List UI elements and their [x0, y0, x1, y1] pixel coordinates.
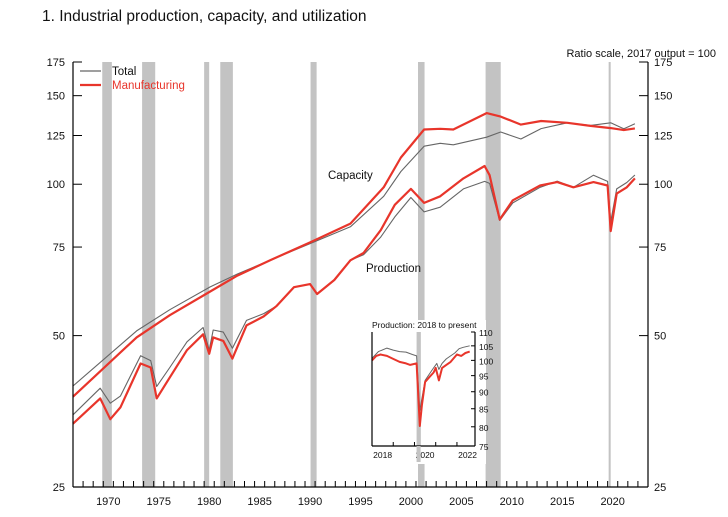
x-tick-label: 2010	[500, 496, 524, 508]
y-tick-label-right: 175	[654, 57, 672, 69]
x-tick-label: 2020	[600, 496, 624, 508]
x-tick-label: 2015	[550, 496, 574, 508]
legend-total-label: Total	[112, 66, 136, 78]
y-tick-label-right: 50	[654, 331, 666, 343]
x-tick-label: 2000	[399, 496, 423, 508]
y-tick-label-left: 175	[47, 57, 65, 69]
x-tick-label: 1975	[147, 496, 171, 508]
recession-bar	[220, 62, 233, 487]
recession-bar	[485, 62, 501, 487]
inset-title: Production: 2018 to present	[372, 320, 477, 330]
x-tick-label: 1970	[96, 496, 120, 508]
x-tick-label: 1980	[197, 496, 221, 508]
main-plot: 25 25 50 50 75 75 100 100 125 125 150 150 175 175 1970…	[47, 57, 673, 508]
y-tick-label-right: 125	[654, 130, 672, 142]
recession-bar	[418, 62, 425, 487]
capacity-annotation: Capacity	[328, 170, 373, 182]
y-tick-label-right: 75	[479, 442, 489, 452]
y-tick-label-right: 100	[479, 356, 493, 366]
y-tick-label-left: 150	[47, 91, 65, 103]
x-tick-label: 1995	[348, 496, 372, 508]
y-tick-label-left: 75	[53, 242, 65, 254]
legend: Total Manufacturing	[80, 66, 185, 92]
x-tick-label: 2020	[416, 450, 435, 460]
recession-bar	[310, 62, 317, 487]
legend-manufacturing-label: Manufacturing	[112, 80, 185, 92]
y-tick-label-right: 90	[479, 388, 489, 398]
y-tick-label-left: 50	[53, 331, 65, 343]
series-line-manufacturing	[371, 350, 471, 427]
y-tick-label-left: 25	[53, 482, 65, 494]
figure-title: 1. Industrial production, capacity, and …	[42, 8, 367, 25]
x-tick-label: 1985	[247, 496, 271, 508]
scale-note: Ratio scale, 2017 output = 100	[566, 48, 716, 60]
recession-bar	[102, 62, 112, 487]
series-line-total-capacity	[72, 122, 636, 387]
x-tick-label: 2018	[373, 450, 392, 460]
x-tick-label: 2022	[458, 450, 477, 460]
y-tick-label-right: 75	[654, 242, 666, 254]
y-tick-label-right: 25	[654, 482, 666, 494]
series-line-manufacturing-production	[72, 164, 636, 425]
recession-bar	[204, 62, 210, 487]
recession-bar	[142, 62, 156, 487]
y-tick-label-right: 100	[654, 179, 672, 191]
production-annotation: Production	[366, 263, 421, 275]
inset-background	[366, 320, 486, 464]
recession-bar	[416, 446, 421, 462]
series-line-total-production	[72, 174, 636, 416]
y-tick-label-left: 125	[47, 130, 65, 142]
inset-plot: 75 80 85 90 95 100 105 110 2018 2020 2022 Productio…	[366, 320, 493, 464]
x-tick-label: 1990	[298, 496, 322, 508]
y-tick-label-right: 85	[479, 405, 489, 415]
y-tick-label-right: 95	[479, 372, 489, 382]
recession-bar	[608, 62, 611, 487]
y-tick-label-right: 80	[479, 423, 489, 433]
series-line-manufacturing-capacity	[72, 111, 636, 398]
y-tick-label-right: 150	[654, 91, 672, 103]
y-tick-label-left: 100	[47, 179, 65, 191]
x-tick-label: 2005	[449, 496, 473, 508]
y-tick-label-right: 110	[479, 328, 493, 338]
y-tick-label-right: 105	[479, 342, 493, 352]
series-line-total	[371, 345, 470, 411]
